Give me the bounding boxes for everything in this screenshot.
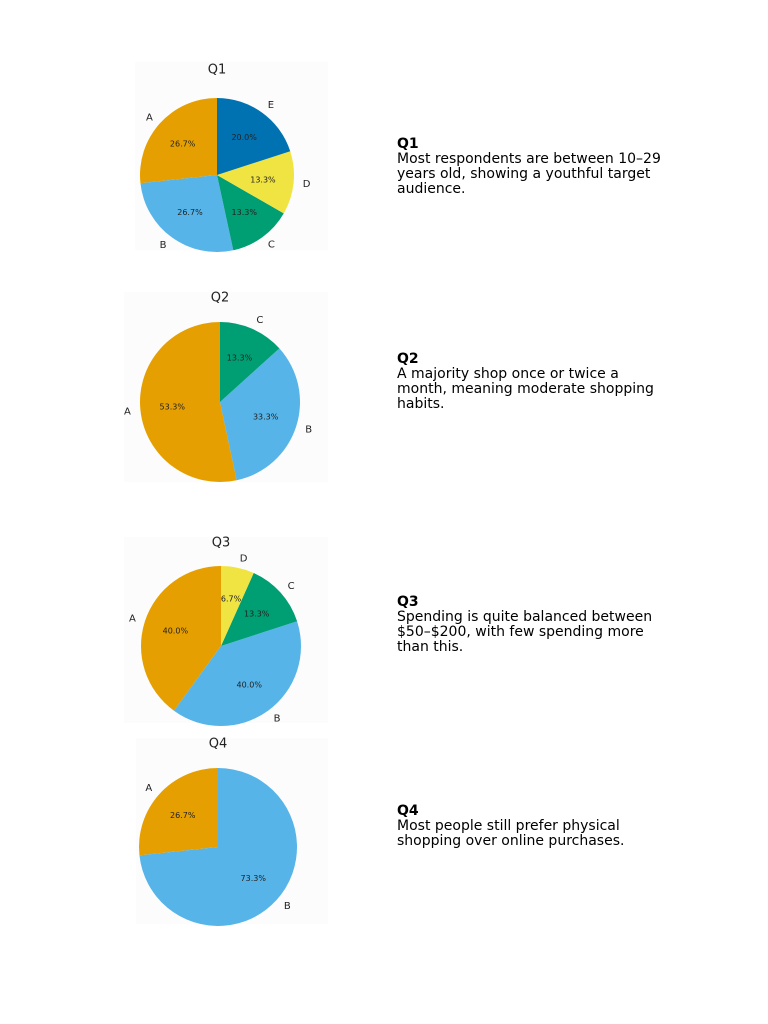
note-heading: Q3 — [397, 594, 419, 610]
pie-slice — [217, 151, 294, 214]
pie-slice — [220, 348, 300, 481]
slice-label: B — [284, 901, 291, 912]
pie-slice — [139, 322, 237, 483]
value-label: 73.3% — [241, 874, 267, 883]
note-heading: Q1 — [397, 136, 419, 152]
note: Q3 Spending is quite balanced between $50… — [397, 595, 672, 655]
value-label: 13.3% — [227, 354, 253, 363]
pie-slice — [221, 566, 254, 646]
value-label: 20.0% — [231, 133, 257, 142]
slice-label: A — [129, 613, 136, 624]
slice-label: A — [145, 783, 152, 794]
chart-title: Q3 — [212, 536, 231, 551]
pie-slice — [221, 572, 298, 646]
value-label: 26.7% — [170, 811, 196, 820]
value-label: 40.0% — [163, 627, 189, 636]
pie-slice — [217, 175, 284, 251]
note-text: Spending is quite balanced between $50–$… — [397, 609, 653, 655]
value-label: 26.7% — [177, 208, 203, 217]
slice-label: B — [160, 240, 167, 251]
note-text: Most people still prefer physical shoppi… — [397, 818, 625, 849]
value-label: 33.3% — [253, 412, 279, 421]
value-label: 26.7% — [170, 140, 196, 149]
value-label: 13.3% — [244, 609, 270, 618]
note-text: Most respondents are between 10–29 years… — [397, 151, 661, 197]
note: Q1 Most respondents are between 10–29 yea… — [397, 137, 672, 197]
note-text: A majority shop once or twice a month, m… — [397, 366, 654, 412]
slice-label: D — [303, 179, 311, 190]
slice-label: D — [240, 553, 248, 564]
slice-label: E — [268, 100, 274, 111]
pie-slice — [138, 768, 218, 856]
pie-slice — [173, 621, 301, 726]
value-label: 6.7% — [221, 595, 242, 604]
chart-title: Q4 — [209, 737, 228, 752]
note: Q2 A majority shop once or twice a month,… — [397, 352, 672, 412]
slice-label: B — [274, 713, 281, 724]
value-label: 13.3% — [250, 175, 276, 184]
slice-label: A — [124, 406, 131, 417]
pie-slice — [220, 322, 280, 402]
pie-slice — [139, 768, 297, 927]
slice-label: C — [268, 240, 275, 251]
chart-title: Q1 — [208, 63, 227, 78]
note: Q4 Most people still prefer physical shop… — [397, 804, 672, 849]
pie-slice — [141, 566, 221, 711]
chart-title: Q2 — [211, 291, 230, 306]
slice-label: C — [288, 581, 295, 592]
note-heading: Q4 — [397, 803, 419, 819]
slice-label: B — [305, 425, 312, 436]
slice-label: A — [146, 112, 153, 123]
pie-slice — [140, 175, 234, 252]
note-heading: Q2 — [397, 351, 419, 367]
value-label: 13.3% — [232, 208, 258, 217]
value-label: 53.3% — [160, 403, 186, 412]
pie-slice — [217, 98, 291, 175]
pie-slice — [139, 98, 217, 184]
slice-label: C — [256, 315, 263, 326]
value-label: 40.0% — [237, 680, 263, 689]
